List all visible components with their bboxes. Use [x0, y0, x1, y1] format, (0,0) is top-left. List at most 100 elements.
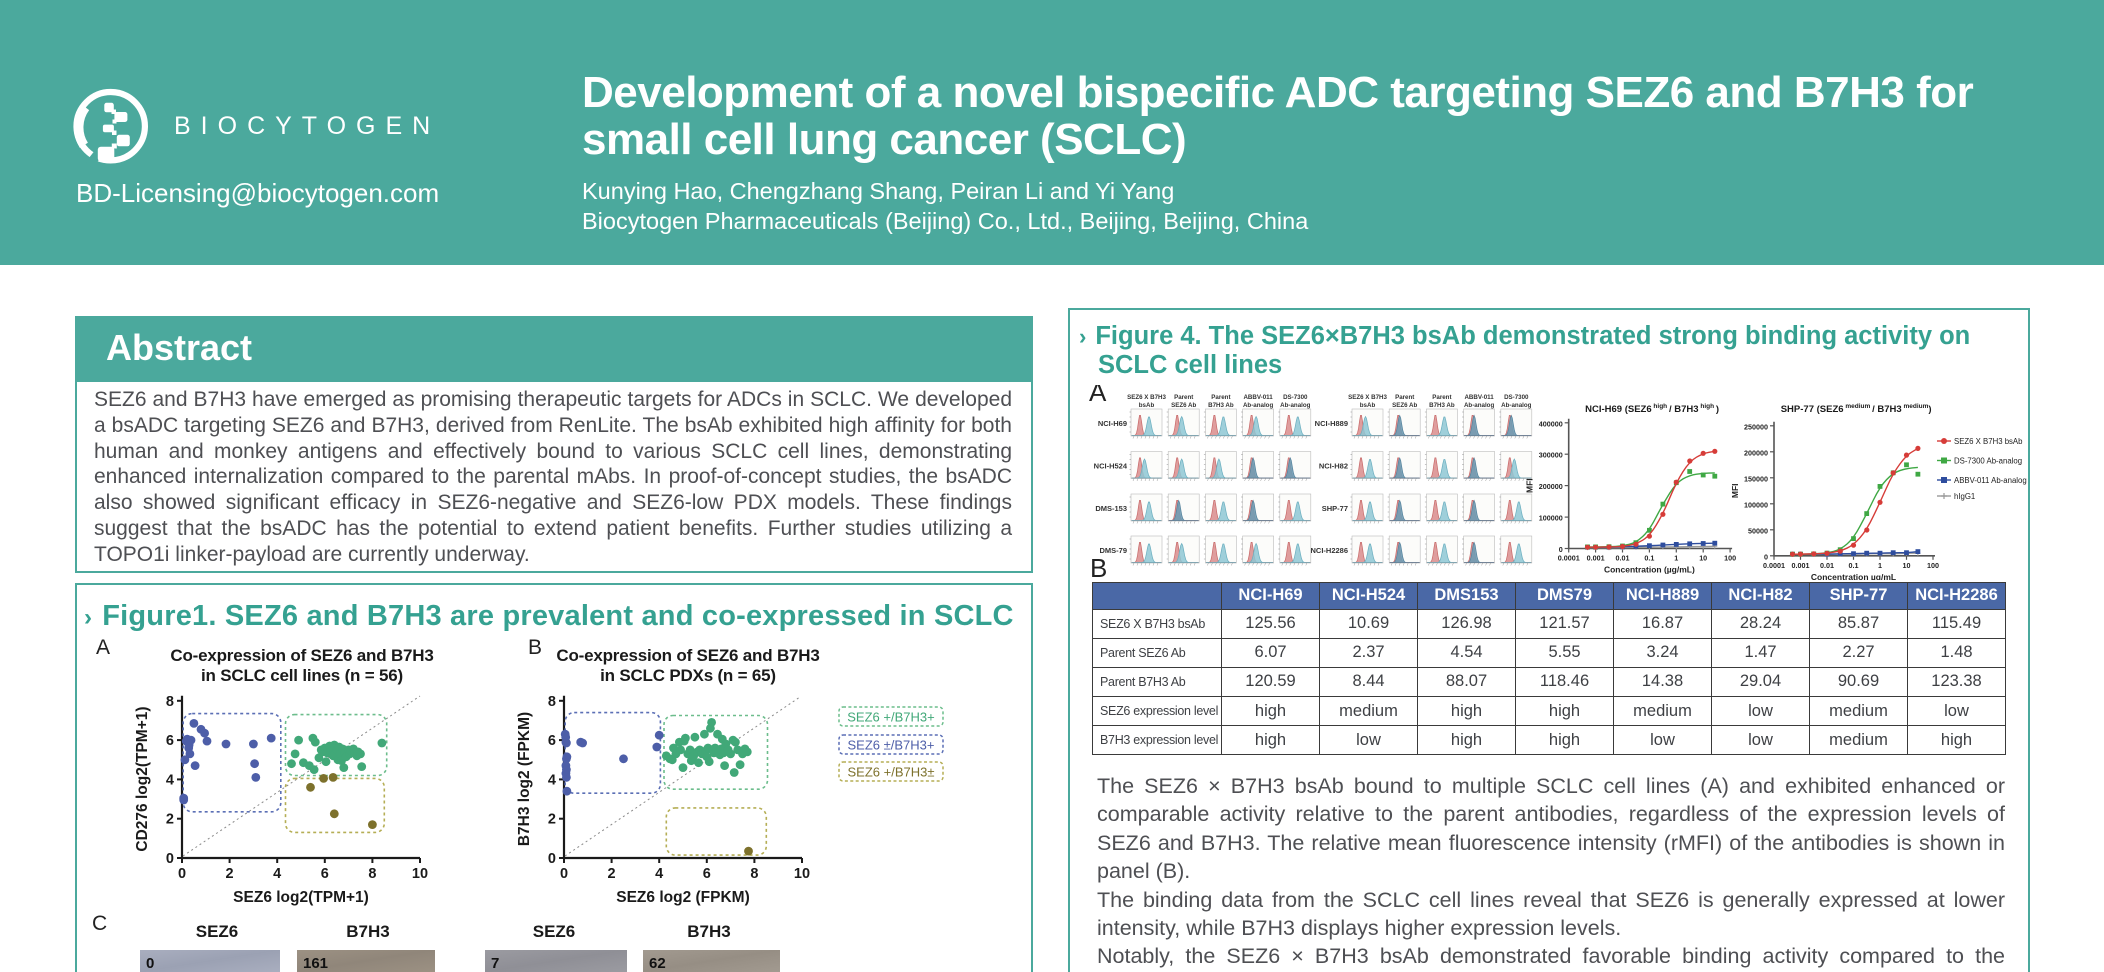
svg-text:Ab-analog: Ab-analog: [1501, 402, 1531, 409]
svg-text:B7H3: B7H3: [346, 922, 389, 941]
svg-text:0.01: 0.01: [1820, 561, 1834, 570]
svg-text:SEZ6 ±/B7H3+: SEZ6 ±/B7H3+: [848, 738, 935, 753]
svg-text:DS-7300: DS-7300: [1283, 394, 1308, 401]
svg-text:in SCLC cell lines (n = 56): in SCLC cell lines (n = 56): [201, 666, 403, 685]
svg-text:6: 6: [321, 866, 329, 882]
svg-text:0.0001: 0.0001: [1763, 561, 1785, 570]
svg-text:0.0001: 0.0001: [1558, 554, 1580, 563]
svg-text:0: 0: [146, 955, 154, 972]
svg-text:2: 2: [548, 812, 556, 828]
svg-text:8: 8: [548, 694, 556, 710]
svg-text:SEZ6 +/B7H3+: SEZ6 +/B7H3+: [847, 710, 934, 725]
svg-text:2: 2: [166, 812, 174, 828]
svg-text:0.001: 0.001: [1587, 554, 1605, 563]
svg-text:Co-expression of SEZ6 and B7H3: Co-expression of SEZ6 and B7H3: [170, 646, 433, 665]
svg-text:NCI-H82: NCI-H82: [1319, 462, 1348, 471]
svg-text:DMS-153: DMS-153: [1095, 504, 1127, 513]
svg-text:100000: 100000: [1539, 514, 1563, 523]
svg-text:0: 0: [560, 866, 568, 882]
svg-text:NCI-H69: NCI-H69: [1098, 419, 1127, 428]
svg-text:8: 8: [750, 866, 758, 882]
svg-text:DS-7300 Ab-analog: DS-7300 Ab-analog: [1954, 457, 2022, 466]
svg-text:0: 0: [548, 851, 556, 867]
svg-text:Ab-analog: Ab-analog: [1280, 402, 1310, 409]
svg-text:161: 161: [303, 955, 328, 972]
svg-text:Parent: Parent: [1211, 394, 1230, 401]
svg-text:4: 4: [273, 866, 281, 882]
svg-text:Ab-analog: Ab-analog: [1464, 402, 1494, 409]
svg-text:SEZ6 X B7H3: SEZ6 X B7H3: [1348, 394, 1387, 401]
svg-text:2: 2: [608, 866, 616, 882]
svg-text:B: B: [1090, 553, 1107, 580]
svg-text:bsAb: bsAb: [1360, 402, 1376, 409]
svg-text:1: 1: [1878, 561, 1882, 570]
svg-text:1: 1: [1674, 554, 1678, 563]
svg-text:8: 8: [368, 866, 376, 882]
svg-text:ABBV-011: ABBV-011: [1243, 394, 1273, 401]
svg-text:62: 62: [649, 955, 666, 972]
svg-text:10: 10: [794, 866, 810, 882]
svg-text:B7H3 Ab: B7H3 Ab: [1429, 402, 1455, 409]
svg-text:6: 6: [703, 866, 711, 882]
svg-text:2: 2: [226, 866, 234, 882]
svg-text:8: 8: [166, 694, 174, 710]
svg-text:Ab-analog: Ab-analog: [1243, 402, 1273, 409]
svg-text:A: A: [1089, 385, 1107, 407]
svg-text:SHP-77 (SEZ6 medium / B7H3 med: SHP-77 (SEZ6 medium / B7H3 medium): [1781, 403, 1932, 415]
svg-text:Concentration µg/mL: Concentration µg/mL: [1811, 572, 1896, 580]
svg-text:SEZ6: SEZ6: [196, 922, 239, 941]
svg-text:bsAb: bsAb: [1139, 402, 1155, 409]
svg-text:SEZ6 log2 (FPKM): SEZ6 log2 (FPKM): [616, 889, 749, 906]
svg-text:ABBV-011: ABBV-011: [1464, 394, 1494, 401]
svg-text:100: 100: [1927, 561, 1939, 570]
svg-text:0: 0: [1559, 545, 1563, 554]
svg-text:10: 10: [1699, 554, 1707, 563]
svg-text:Parent: Parent: [1395, 394, 1414, 401]
svg-text:B7H3 log2 (FPKM): B7H3 log2 (FPKM): [516, 712, 533, 846]
svg-text:C: C: [92, 912, 107, 935]
svg-text:SEZ6 Ab: SEZ6 Ab: [1171, 402, 1196, 409]
svg-text:B7H3: B7H3: [687, 922, 730, 941]
svg-text:hIgG1: hIgG1: [1954, 492, 1975, 501]
svg-text:B7H3 Ab: B7H3 Ab: [1208, 402, 1234, 409]
svg-text:7: 7: [491, 955, 499, 972]
svg-text:CD276 log2(TPM+1): CD276 log2(TPM+1): [134, 706, 151, 851]
svg-text:150000: 150000: [1744, 474, 1768, 483]
svg-text:ABBV-011 Ab-analog: ABBV-011 Ab-analog: [1954, 476, 2027, 485]
svg-text:4: 4: [548, 772, 556, 788]
svg-text:0.1: 0.1: [1644, 554, 1654, 563]
svg-text:200000: 200000: [1539, 482, 1563, 491]
svg-text:SEZ6 log2(TPM+1): SEZ6 log2(TPM+1): [233, 889, 369, 906]
svg-text:SEZ6 X B7H3 bsAb: SEZ6 X B7H3 bsAb: [1954, 437, 2023, 446]
svg-text:6: 6: [548, 733, 556, 749]
svg-text:MFI: MFI: [1730, 483, 1740, 498]
svg-text:10: 10: [412, 866, 428, 882]
svg-text:300000: 300000: [1539, 451, 1563, 460]
svg-text:4: 4: [655, 866, 663, 882]
svg-text:MFI: MFI: [1525, 478, 1535, 493]
svg-text:SEZ6 X B7H3: SEZ6 X B7H3: [1127, 394, 1166, 401]
svg-text:100000: 100000: [1744, 500, 1768, 509]
svg-text:400000: 400000: [1539, 419, 1563, 428]
svg-text:in SCLC PDXs (n = 65): in SCLC PDXs (n = 65): [600, 666, 776, 685]
svg-text:Parent: Parent: [1432, 394, 1451, 401]
svg-text:B: B: [528, 636, 542, 659]
svg-text:0.1: 0.1: [1849, 561, 1859, 570]
svg-text:NCI-H2286: NCI-H2286: [1310, 546, 1348, 555]
svg-text:SEZ6 +/B7H3±: SEZ6 +/B7H3±: [848, 765, 935, 780]
svg-text:SHP-77: SHP-77: [1322, 504, 1348, 513]
svg-text:Parent: Parent: [1174, 394, 1193, 401]
svg-text:SEZ6: SEZ6: [533, 922, 576, 941]
svg-text:NCI-H69 (SEZ6 high / B7H3 high: NCI-H69 (SEZ6 high / B7H3 high ): [1585, 403, 1719, 415]
svg-text:DS-7300: DS-7300: [1504, 394, 1529, 401]
svg-text:DMS-79: DMS-79: [1099, 546, 1127, 555]
svg-text:NCI-H889: NCI-H889: [1315, 419, 1348, 428]
svg-text:0: 0: [178, 866, 186, 882]
svg-text:100: 100: [1724, 554, 1736, 563]
svg-text:0: 0: [1764, 552, 1768, 561]
svg-text:0.01: 0.01: [1616, 554, 1630, 563]
svg-text:250000: 250000: [1744, 422, 1768, 431]
svg-text:4: 4: [166, 772, 174, 788]
svg-text:A: A: [96, 636, 110, 659]
svg-text:0: 0: [166, 851, 174, 867]
